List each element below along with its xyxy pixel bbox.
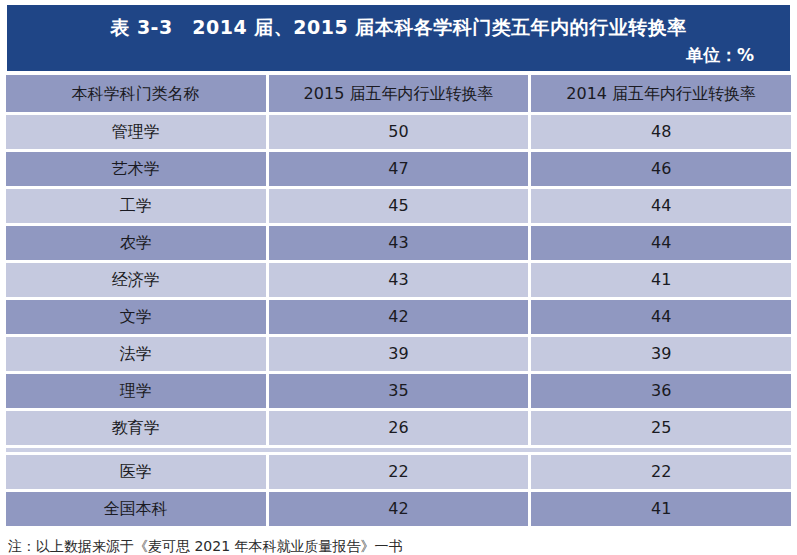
table-header-row: 本科学科门类名称 2015 届五年内行业转换率 2014 届五年内行业转换率 (6, 75, 791, 112)
cell-2015-rate: 42 (269, 300, 529, 334)
cell-2014-rate: 46 (531, 152, 791, 186)
table-row: 法学 39 39 (6, 337, 791, 371)
cell-2015-rate: 43 (269, 263, 529, 297)
cell-2014-rate: 41 (531, 492, 791, 526)
table-row: 全国本科 42 41 (6, 492, 791, 526)
table-row: 医学 22 22 (6, 455, 791, 489)
cell-2015-rate: 50 (269, 115, 529, 149)
unit-label: 单位：% (7, 42, 790, 68)
header-2014-rate: 2014 届五年内行业转换率 (531, 75, 791, 112)
cell-2015-rate: 26 (269, 411, 529, 445)
cell-category: 法学 (6, 337, 266, 371)
table-row: 工学 45 44 (6, 189, 791, 223)
cell-category: 农学 (6, 226, 266, 260)
cell-2014-rate: 25 (531, 411, 791, 445)
table-title: 表 3-3 2014 届、2015 届本科各学科门类五年内的行业转换率 (7, 14, 790, 40)
table-figure-page: 表 3-3 2014 届、2015 届本科各学科门类五年内的行业转换率 单位：%… (0, 0, 797, 555)
header-category: 本科学科门类名称 (6, 75, 266, 112)
table-row: 艺术学 47 46 (6, 152, 791, 186)
cell-2014-rate: 36 (531, 374, 791, 408)
source-footnote: 注：以上数据来源于《麦可思 2021 年本科就业质量报告》一书 (8, 537, 791, 555)
cell-category: 工学 (6, 189, 266, 223)
cell-category: 全国本科 (6, 492, 266, 526)
cell-2015-rate: 42 (269, 492, 529, 526)
cell-2014-rate: 39 (531, 337, 791, 371)
cell-2015-rate: 22 (269, 455, 529, 489)
cell-2014-rate: 44 (531, 189, 791, 223)
cell-category: 理学 (6, 374, 266, 408)
cell-2014-rate: 41 (531, 263, 791, 297)
header-2015-rate: 2015 届五年内行业转换率 (269, 75, 529, 112)
table-row: 农学 43 44 (6, 226, 791, 260)
cell-2015-rate: 35 (269, 374, 529, 408)
cell-category: 文学 (6, 300, 266, 334)
cell-2015-rate: 45 (269, 189, 529, 223)
cell-2014-rate: 44 (531, 300, 791, 334)
table-row: 理学 35 36 (6, 374, 791, 408)
table-row: 管理学 50 48 (6, 115, 791, 149)
table-section-divider (6, 448, 791, 452)
cell-category: 教育学 (6, 411, 266, 445)
table-title-bar: 表 3-3 2014 届、2015 届本科各学科门类五年内的行业转换率 单位：% (6, 4, 791, 72)
cell-category: 管理学 (6, 115, 266, 149)
cell-2015-rate: 47 (269, 152, 529, 186)
cell-category: 经济学 (6, 263, 266, 297)
data-table: 本科学科门类名称 2015 届五年内行业转换率 2014 届五年内行业转换率 管… (6, 75, 791, 526)
cell-category: 医学 (6, 455, 266, 489)
cell-2014-rate: 44 (531, 226, 791, 260)
table-row: 文学 42 44 (6, 300, 791, 334)
cell-2014-rate: 48 (531, 115, 791, 149)
cell-2015-rate: 39 (269, 337, 529, 371)
table-row: 经济学 43 41 (6, 263, 791, 297)
cell-category: 艺术学 (6, 152, 266, 186)
cell-2015-rate: 43 (269, 226, 529, 260)
cell-2014-rate: 22 (531, 455, 791, 489)
table-row: 教育学 26 25 (6, 411, 791, 445)
